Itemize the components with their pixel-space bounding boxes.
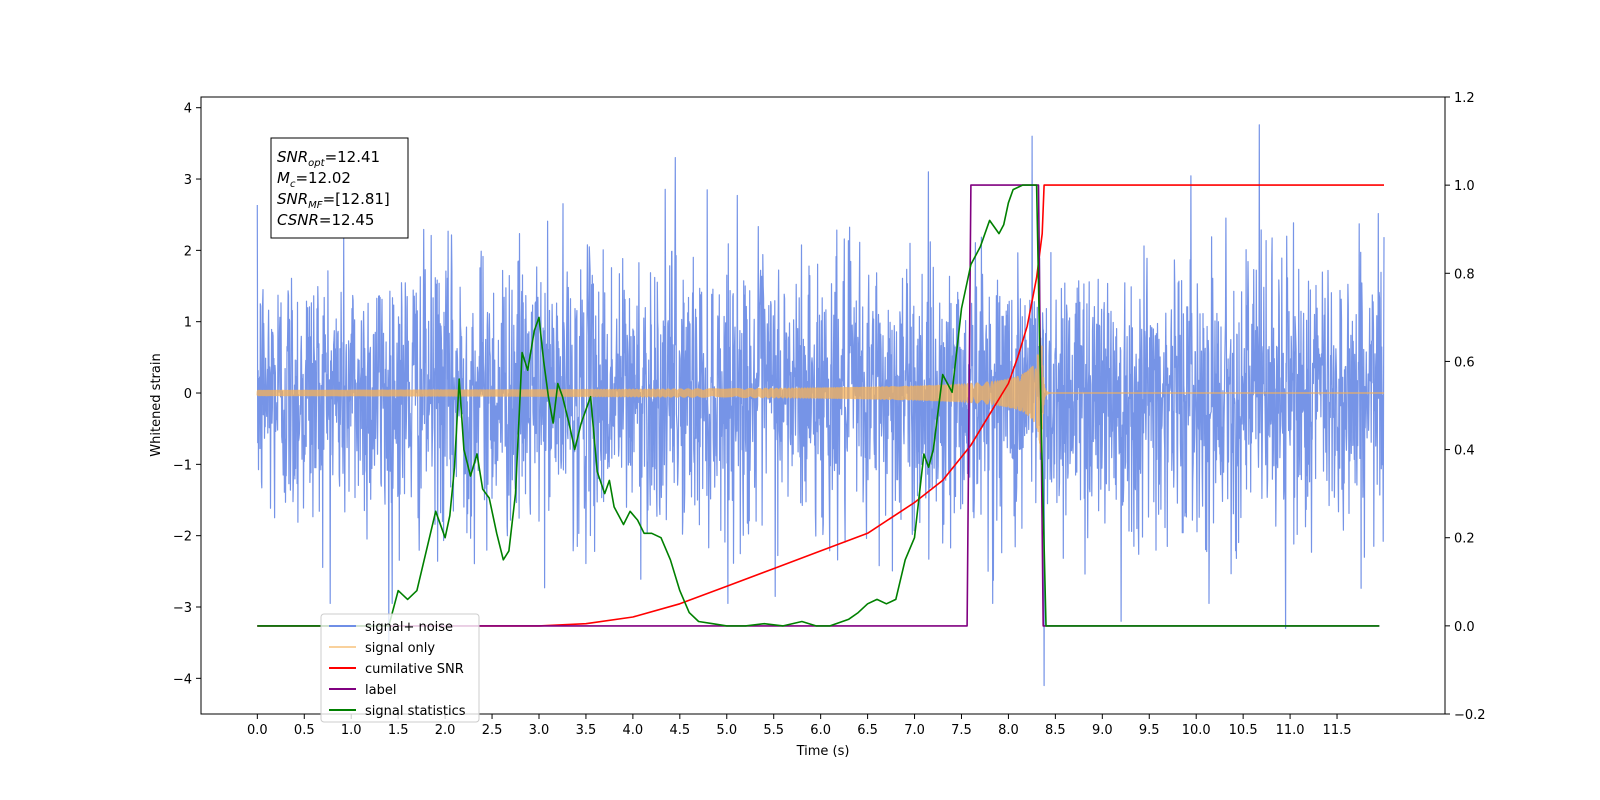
series-line-signal-only — [256, 343, 1385, 455]
x-tick-label: 4.5 — [669, 723, 690, 738]
x-tick-label: 10.5 — [1229, 723, 1258, 738]
y-left-tick-label: 4 — [184, 102, 192, 117]
legend-label-label: label — [365, 683, 396, 698]
x-tick-label: 10.0 — [1182, 723, 1211, 738]
y-right-tick-label: 0.4 — [1454, 444, 1475, 459]
x-tick-label: 5.5 — [763, 723, 784, 738]
info-line: CSNR=12.45 — [277, 211, 374, 229]
x-tick-label: 8.5 — [1045, 723, 1066, 738]
series-line-signal-noise — [256, 124, 1385, 687]
x-tick-label: 5.0 — [716, 723, 737, 738]
y-left-tick-label: 1 — [184, 316, 192, 331]
x-tick-label: 2.5 — [482, 723, 503, 738]
y-right-tick-label: 1.2 — [1454, 91, 1475, 106]
info-line: SNRopt=12.41 — [277, 148, 380, 169]
legend-frame — [320, 613, 480, 723]
legend: signal+ noise signal only cumilative SNR la… — [320, 613, 480, 723]
y-right-tick-label: 1.0 — [1454, 179, 1475, 194]
x-axis-label: Time (s) — [796, 744, 850, 759]
x-tick-label: 4.0 — [623, 723, 644, 738]
y-right-tick-label: 0.2 — [1454, 532, 1475, 547]
x-tick-label: 11.5 — [1323, 723, 1352, 738]
x-tick-label: 8.0 — [998, 723, 1019, 738]
x-tick-label: 0.0 — [247, 723, 268, 738]
y-right-tick-label: 0.8 — [1454, 267, 1475, 282]
y-left-tick-label: −1 — [173, 458, 192, 473]
y-axis-right: −0.2 0.0 0.2 0.4 0.6 0.8 1.0 1.2 — [1445, 91, 1486, 723]
y-left-tick-label: 3 — [184, 173, 192, 188]
y-left-tick-label: −2 — [173, 530, 192, 545]
x-tick-label: 3.5 — [576, 723, 597, 738]
x-tick-label: 2.0 — [435, 723, 456, 738]
series-line-signal-statistics — [257, 184, 1380, 627]
x-tick-label: 11.0 — [1276, 723, 1305, 738]
x-tick-label: 9.0 — [1092, 723, 1113, 738]
x-tick-label: 7.0 — [904, 723, 925, 738]
x-tick-label: 3.0 — [529, 723, 550, 738]
info-line: SNRMF=[12.81] — [277, 190, 390, 211]
plot-area — [256, 124, 1385, 687]
y-left-tick-label: 2 — [184, 244, 192, 259]
series-line-cumilative-snr — [257, 184, 1384, 627]
y-left-tick-label: −3 — [173, 601, 192, 616]
y-axis-left: −4 −3 −2 −1 0 1 2 3 4 — [173, 102, 201, 687]
y-left-tick-label: −4 — [173, 672, 192, 687]
x-axis: 0.0 0.5 1.0 1.5 2.0 2.5 3.0 3.5 4.0 4.5 5.0 5.5 6.0 6… — [247, 714, 1352, 738]
info-line: Mc=12.02 — [277, 169, 351, 190]
x-tick-label: 7.5 — [951, 723, 972, 738]
y-right-tick-label: −0.2 — [1454, 708, 1486, 723]
info-box-frame — [270, 137, 409, 239]
legend-label-signal-noise: signal+ noise — [365, 620, 453, 635]
x-tick-label: 0.5 — [294, 723, 315, 738]
y-right-tick-label: 0.6 — [1454, 355, 1475, 370]
legend-label-cumilative-snr: cumilative SNR — [365, 662, 464, 677]
y-right-tick-label: 0.0 — [1454, 620, 1475, 635]
y-left-tick-label: 0 — [184, 387, 192, 402]
info-box: SNRopt=12.41Mc=12.02SNRMF=[12.81]CSNR=12… — [270, 137, 409, 239]
x-tick-label: 1.5 — [388, 723, 409, 738]
legend-label-signal-statistics: signal statistics — [365, 704, 466, 719]
x-tick-label: 9.5 — [1139, 723, 1160, 738]
x-tick-label: 6.5 — [857, 723, 878, 738]
plot-frame — [200, 96, 1446, 715]
y-axis-label: Whitened strain — [149, 353, 164, 456]
x-tick-label: 1.0 — [341, 723, 362, 738]
x-tick-label: 6.0 — [810, 723, 831, 738]
legend-label-signal-only: signal only — [365, 641, 435, 656]
